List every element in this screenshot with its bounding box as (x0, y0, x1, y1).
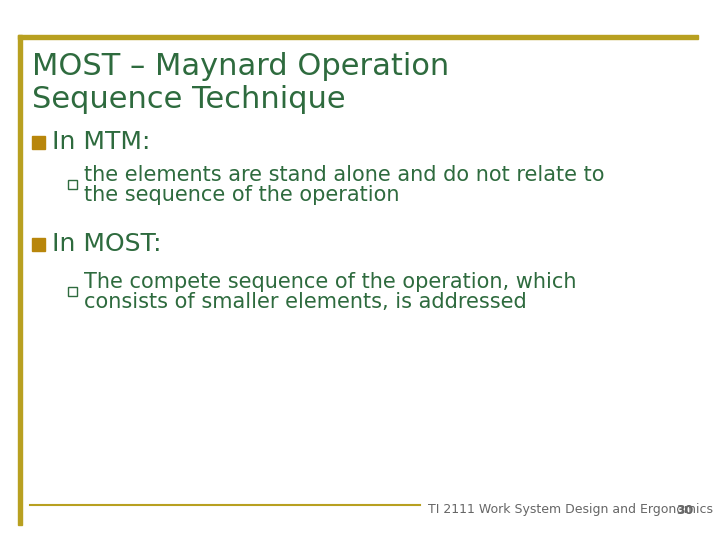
Text: Sequence Technique: Sequence Technique (32, 85, 346, 114)
Text: the elements are stand alone and do not relate to: the elements are stand alone and do not … (84, 165, 605, 185)
Text: The compete sequence of the operation, which: The compete sequence of the operation, w… (84, 272, 577, 292)
Text: In MOST:: In MOST: (52, 232, 161, 256)
Bar (68, 287, 77, 296)
Bar (18, 35, 698, 39)
Bar (18, 35, 22, 525)
Text: TI 2111 Work System Design and Ergonomics: TI 2111 Work System Design and Ergonomic… (428, 503, 713, 516)
Bar (68, 180, 77, 189)
Text: consists of smaller elements, is addressed: consists of smaller elements, is address… (84, 292, 527, 312)
Text: the sequence of the operation: the sequence of the operation (84, 185, 400, 205)
Text: In MTM:: In MTM: (52, 130, 150, 154)
Bar (32, 238, 45, 251)
Bar (32, 136, 45, 149)
Text: 30: 30 (677, 503, 694, 516)
Text: MOST – Maynard Operation: MOST – Maynard Operation (32, 52, 449, 81)
